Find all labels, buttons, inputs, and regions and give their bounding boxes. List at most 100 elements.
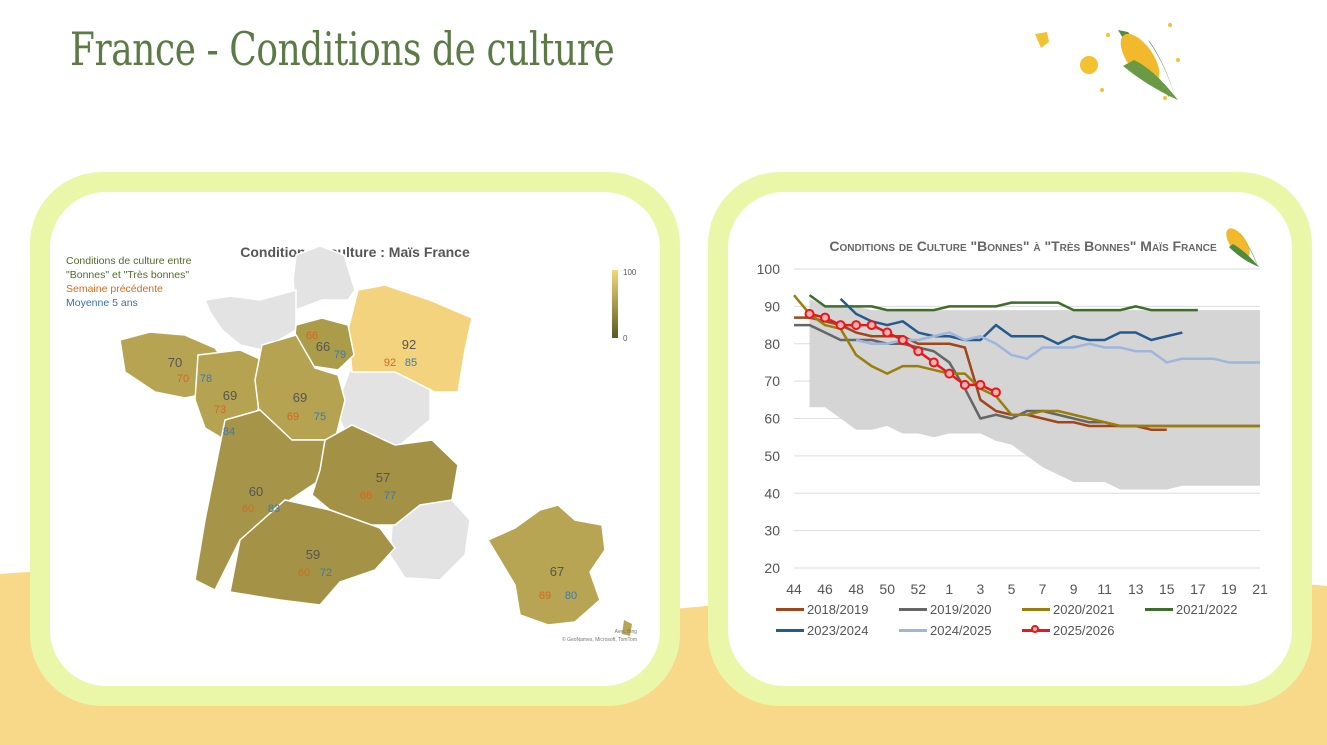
label-centre: 69 69 75 [287, 390, 326, 423]
series-point-2025/2026 [928, 357, 939, 368]
chart-range-band [809, 298, 1260, 490]
legend-item-2025/2026: 2025/2026 [1022, 623, 1145, 638]
series-point-2025/2026 [897, 335, 908, 346]
label-bretagne: 70 70 78 [168, 355, 212, 385]
svg-text:57: 57 [376, 470, 390, 485]
legend-swatch [776, 629, 804, 632]
series-line-2023/2024 [839, 297, 1183, 345]
svg-text:83: 83 [268, 503, 280, 515]
map-legend: Conditions de culture entre "Bonnes" et … [66, 254, 192, 310]
y-tick-label: 50 [764, 448, 780, 464]
svg-text:67: 67 [550, 564, 564, 579]
legend-item-2020/2021: 2020/2021 [1022, 602, 1145, 617]
x-tick-label: 50 [879, 581, 895, 597]
chart-card: Conditions de Culture "Bonnes" à "Très B… [708, 172, 1312, 706]
x-tick-label: 52 [910, 581, 926, 597]
svg-text:79: 79 [334, 349, 346, 361]
svg-text:78: 78 [200, 373, 212, 385]
map-card-content: Condition de culture : Maïs France Condi… [50, 192, 660, 686]
y-tick-label: 70 [764, 373, 780, 389]
label-occitanie: 59 60 72 [298, 547, 332, 579]
legend-label: 2023/2024 [807, 623, 869, 638]
color-scale-bar [612, 270, 618, 338]
svg-text:84: 84 [223, 426, 235, 438]
y-tick-label: 80 [764, 336, 780, 352]
y-tick-label: 100 [757, 261, 781, 277]
svg-text:77: 77 [384, 490, 396, 502]
chart-card-content: Conditions de Culture "Bonnes" à "Très B… [728, 192, 1292, 686]
series-point-2025/2026 [866, 320, 877, 331]
x-tick-label: 5 [1008, 581, 1016, 597]
legend-five-year-avg: Moyenne 5 ans [66, 297, 138, 309]
series-point-2025/2026 [882, 327, 893, 338]
region-france-total [486, 504, 606, 626]
series-point-2025/2026 [959, 379, 970, 390]
x-tick-label: 44 [786, 581, 802, 597]
legend-label: 2020/2021 [1053, 602, 1115, 617]
x-tick-label: 48 [848, 581, 864, 597]
svg-text:66: 66 [360, 490, 372, 502]
svg-text:92: 92 [384, 357, 396, 369]
page-title: France - Conditions de culture [70, 22, 615, 76]
legend-swatch [899, 629, 927, 632]
y-tick-label: 40 [764, 485, 780, 501]
y-tick-label: 30 [764, 523, 780, 539]
svg-text:60: 60 [242, 503, 254, 515]
svg-text:69: 69 [293, 390, 307, 405]
svg-text:66: 66 [316, 339, 330, 354]
series-point-2025/2026 [975, 379, 986, 390]
svg-text:92: 92 [402, 337, 416, 352]
svg-text:73: 73 [214, 404, 226, 416]
svg-text:69: 69 [287, 411, 299, 423]
legend-label: 2024/2025 [930, 623, 992, 638]
y-tick-label: 90 [764, 298, 780, 314]
legend-previous-week: Semaine précédente [66, 283, 163, 295]
y-tick-label: 60 [764, 411, 780, 427]
legend-item-2021/2022: 2021/2022 [1145, 602, 1268, 617]
chart-series [793, 294, 1260, 431]
x-tick-label: 15 [1159, 581, 1175, 597]
legend-item-2023/2024: 2023/2024 [776, 623, 899, 638]
series-point-2025/2026 [990, 387, 1001, 398]
series-line-2018/2019 [794, 316, 1167, 431]
range-band-area [809, 298, 1260, 490]
legend-line1: Conditions de culture entre [66, 255, 192, 267]
series-point-2025/2026 [804, 308, 815, 319]
svg-text:70: 70 [177, 373, 189, 385]
label-ile-de-france: 66 66 79 [306, 330, 346, 361]
x-tick-label: 1 [945, 581, 953, 597]
map-card: Condition de culture : Maïs France Condi… [30, 172, 680, 706]
map-attribution-bing: Avec Bing [615, 629, 638, 635]
region-auvergne-rhone-alpes [311, 424, 459, 526]
x-tick-label: 3 [977, 581, 985, 597]
svg-text:75: 75 [314, 411, 326, 423]
chart-legend: 2018/2019 2019/2020 2020/2021 2021/2022 2023… [776, 602, 1292, 638]
region-centre [254, 334, 346, 441]
legend-label: 2025/2026 [1053, 623, 1115, 638]
series-line-2024/2025 [855, 331, 1260, 364]
series-line-2021/2022 [808, 294, 1198, 312]
legend-label: 2018/2019 [807, 602, 869, 617]
series-point-2025/2026 [820, 312, 831, 323]
region-corse [622, 620, 632, 636]
x-tick-label: 17 [1190, 581, 1206, 597]
color-scale-max: 100 [623, 268, 637, 277]
y-tick-label: 20 [764, 560, 780, 576]
svg-text:70: 70 [168, 355, 182, 370]
svg-text:59: 59 [306, 547, 320, 562]
svg-text:60: 60 [298, 567, 310, 579]
svg-text:69: 69 [223, 388, 237, 403]
series-point-2025/2026 [835, 320, 846, 331]
x-tick-label: 7 [1039, 581, 1047, 597]
region-occitanie [229, 499, 396, 606]
legend-swatch [899, 608, 927, 611]
region-hauts-de-france [292, 245, 356, 312]
map-attribution: © GeoNames, Microsoft, TomTom [562, 636, 637, 643]
x-tick-label: 46 [817, 581, 833, 597]
x-tick-label: 21 [1252, 581, 1268, 597]
label-france: 67 69 80 [539, 564, 577, 602]
legend-line2: "Bonnes" et "Très bonnes" [66, 269, 190, 281]
legend-item-2019/2020: 2019/2020 [899, 602, 1022, 617]
